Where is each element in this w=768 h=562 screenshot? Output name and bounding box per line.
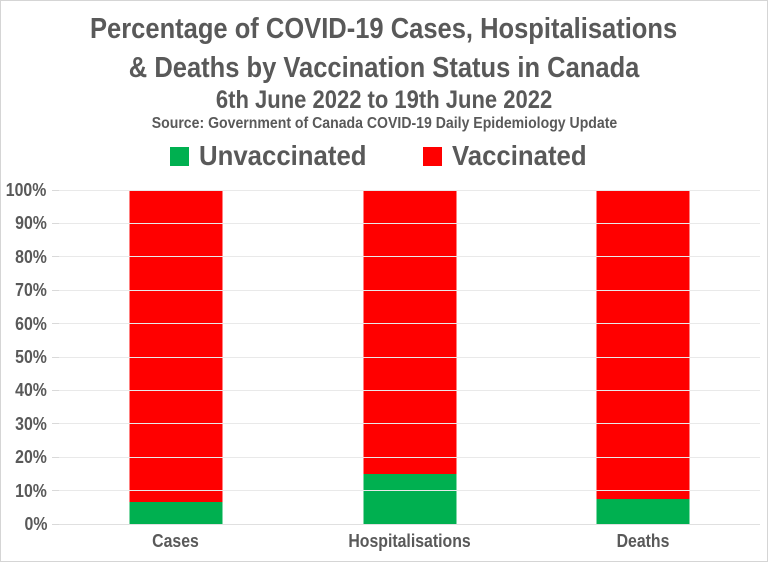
legend-swatch-red-icon — [422, 146, 442, 166]
x-axis-label-hospitalisations: Hospitalisations — [293, 530, 527, 552]
y-tick-label-text: 60% — [15, 313, 47, 334]
y-tick-mark — [52, 356, 59, 358]
y-tick-label-text: 70% — [15, 280, 47, 301]
y-tick-mark — [52, 423, 59, 425]
legend-swatch-green-icon — [169, 146, 189, 166]
x-axis-label-deaths: Deaths — [526, 530, 760, 552]
y-tick-mark — [52, 289, 59, 291]
gridline-40 — [59, 389, 760, 391]
y-tick-mark — [52, 523, 59, 525]
chart-title-line2-text: & Deaths by Vaccination Status in Canada — [128, 52, 640, 84]
stacked-bar-cases — [129, 190, 223, 524]
gridline-60 — [59, 323, 760, 325]
y-tick-label-text: 80% — [15, 246, 47, 267]
gridline-20 — [59, 456, 760, 458]
y-tick-label-20: 20% — [13, 447, 49, 467]
bar-segment-vaccinated — [129, 190, 223, 503]
y-tick-mark — [52, 256, 59, 258]
y-axis-labels: 0% 10% 20% 30% 40% 50% 60% 70% 80% 90% 100% — [1, 180, 53, 534]
gridline-100 — [59, 189, 760, 191]
y-tick-mark — [52, 323, 59, 325]
gridline-30 — [59, 423, 760, 425]
legend-label-unvaccinated: Unvaccinated — [198, 140, 367, 171]
plot-area — [52, 189, 760, 525]
y-tick-mark — [52, 189, 59, 191]
y-tick-label-40: 40% — [13, 380, 49, 400]
y-tick-mark — [52, 490, 59, 492]
x-axis-labels: Cases Hospitalisations Deaths — [59, 530, 760, 552]
y-tick-mark — [52, 456, 59, 458]
y-tick-label-60: 60% — [13, 314, 49, 334]
gridline-0 — [59, 523, 760, 525]
gridline-80 — [59, 256, 760, 258]
y-tick-label-0: 0% — [23, 514, 49, 534]
gridline-50 — [59, 356, 760, 358]
y-tick-label-100: 100% — [3, 180, 49, 200]
chart-subtitle-text: 6th June 2022 to 19th June 2022 — [215, 86, 553, 114]
chart-source-text: Source: Government of Canada COVID-19 Da… — [151, 115, 617, 132]
y-tick-label-90: 90% — [13, 213, 49, 233]
gridline-10 — [59, 490, 760, 492]
y-tick-label-text: 40% — [15, 380, 47, 401]
x-axis-label-text: Cases — [152, 531, 200, 551]
x-axis-label-text: Hospitalisations — [348, 531, 471, 551]
y-tick-label-text: 0% — [24, 514, 48, 534]
y-tick-mark — [52, 389, 59, 391]
legend-item-unvaccinated: Unvaccinated — [169, 140, 381, 172]
y-tick-label-50: 50% — [13, 347, 49, 367]
x-axis-label-cases: Cases — [59, 530, 293, 552]
y-tick-label-text: 20% — [15, 447, 47, 468]
stacked-bar-deaths — [596, 190, 690, 524]
bar-segment-unvaccinated — [129, 502, 223, 524]
bar-segment-unvaccinated — [363, 473, 456, 524]
chart-subtitle-daterange: 6th June 2022 to 19th June 2022 — [1, 85, 767, 115]
y-tick-label-70: 70% — [13, 280, 49, 300]
y-tick-label-80: 80% — [13, 247, 49, 267]
y-tick-label-10: 10% — [13, 481, 49, 501]
chart-title-line1-text: Percentage of COVID-19 Cases, Hospitalis… — [90, 13, 678, 45]
y-tick-label-text: 90% — [15, 213, 47, 234]
gridline-90 — [59, 222, 760, 224]
x-axis-label-text: Deaths — [616, 531, 670, 551]
bar-segment-vaccinated — [596, 190, 690, 499]
y-tick-label-text: 50% — [15, 347, 47, 367]
y-tick-label-text: 30% — [15, 413, 47, 434]
chart-source-note: Source: Government of Canada COVID-19 Da… — [1, 113, 767, 135]
bar-slot-hospitalisations — [293, 190, 527, 524]
bar-slot-deaths — [526, 190, 760, 524]
stacked-bar-hospitalisations — [363, 190, 456, 524]
gridline-70 — [59, 289, 760, 291]
bar-slots — [59, 190, 760, 524]
chart-title-line1: Percentage of COVID-19 Cases, Hospitalis… — [1, 9, 767, 49]
chart-title-line2: & Deaths by Vaccination Status in Canada — [1, 48, 767, 88]
y-tick-mark — [52, 222, 59, 224]
bar-segment-vaccinated — [363, 190, 456, 474]
legend-label-vaccinated: Vaccinated — [451, 140, 587, 171]
y-tick-label-text: 10% — [15, 480, 47, 501]
bar-segment-unvaccinated — [596, 498, 690, 524]
y-tick-label-text: 100% — [5, 180, 47, 200]
legend-item-vaccinated: Vaccinated — [422, 140, 598, 172]
chart-legend: Unvaccinated Vaccinated — [1, 139, 767, 173]
y-tick-label-30: 30% — [13, 414, 49, 434]
bar-slot-cases — [59, 190, 293, 524]
